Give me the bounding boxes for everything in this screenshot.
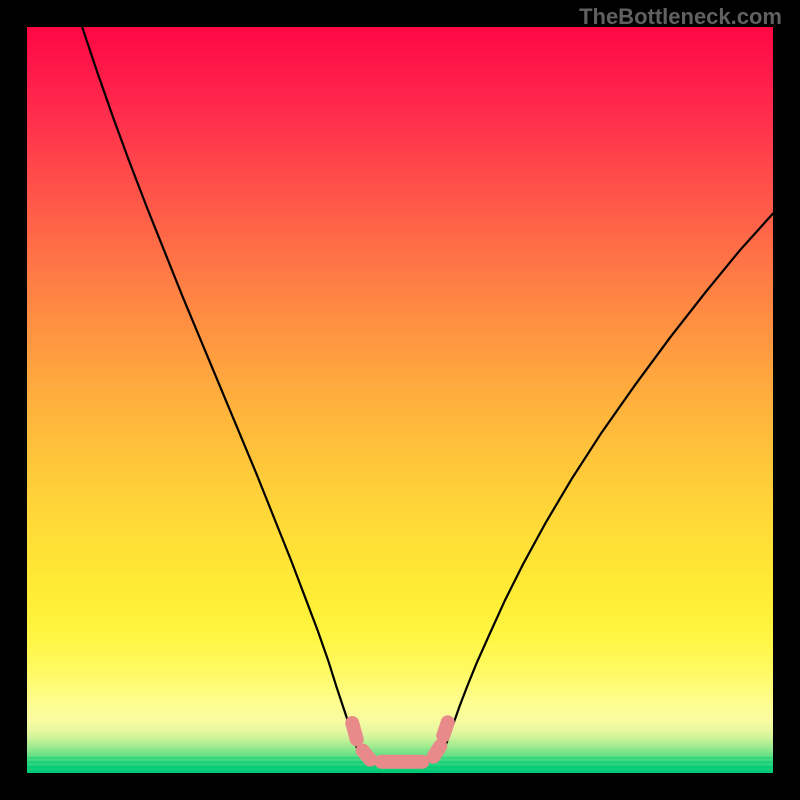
- plot-area: [27, 27, 773, 773]
- chart-curves-svg: [27, 27, 773, 773]
- dip-marker: [352, 722, 447, 762]
- curve-left-line: [82, 27, 357, 748]
- curve-right-line: [445, 214, 773, 748]
